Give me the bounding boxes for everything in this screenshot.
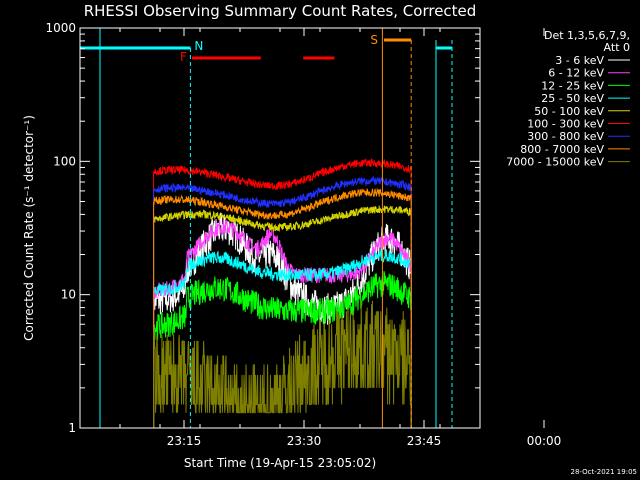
chart-title: RHESSI Observing Summary Count Rates, Co…: [84, 2, 477, 20]
flag-layer: NF S: [80, 28, 453, 428]
series-line-9: [153, 300, 412, 428]
x-axis-label: Start Time (19-Apr-15 23:05:02): [184, 456, 376, 470]
legend-label: 800 - 7000 keV: [520, 143, 604, 156]
x-tick-label: 23:45: [407, 434, 442, 448]
y-tick-label: 100: [53, 154, 76, 168]
series-line-8: [153, 187, 412, 428]
x-tick-label: 00:00: [527, 434, 562, 448]
night-flag-label: N: [194, 39, 203, 53]
legend-label: 12 - 25 keV: [541, 79, 604, 92]
series-layer: [153, 157, 412, 428]
legend-label: 7000 - 15000 keV: [506, 156, 604, 169]
y-tick-label: 10: [61, 288, 76, 302]
series-line-6: [153, 157, 412, 428]
tick-layer: 23:1523:3023:4500:0000:1500:3000:4511010…: [45, 21, 562, 448]
series-line-5: [153, 205, 412, 428]
legend-label: 3 - 6 keV: [555, 54, 604, 67]
legend-label: 100 - 300 keV: [527, 118, 604, 131]
series-line-3: [153, 270, 412, 428]
legend-header-detectors: Det 1,3,5,6,7,9,: [544, 29, 630, 42]
y-axis-label: Corrected Count Rate (s⁻¹ detector⁻¹): [22, 115, 36, 341]
legend-label: 50 - 100 keV: [534, 105, 604, 118]
legend-label: 25 - 50 keV: [541, 92, 604, 105]
x-tick-label: 23:30: [287, 434, 322, 448]
series-line-7: [153, 175, 412, 428]
series-line-2: [153, 219, 412, 428]
legend-label: 300 - 800 keV: [527, 130, 604, 143]
y-tick-label: 1: [68, 421, 76, 435]
x-tick-label: 23:15: [167, 434, 202, 448]
legend-header-attenuator: Att 0: [604, 41, 630, 54]
timestamp: 28-Oct-2021 19:05: [571, 468, 637, 476]
legend-label: 6 - 12 keV: [548, 67, 604, 80]
flare-flag-label: F: [180, 50, 187, 64]
y-tick-label: 1000: [45, 21, 76, 35]
series-line-4: [153, 249, 412, 428]
saa-flag-label: S: [370, 33, 378, 47]
